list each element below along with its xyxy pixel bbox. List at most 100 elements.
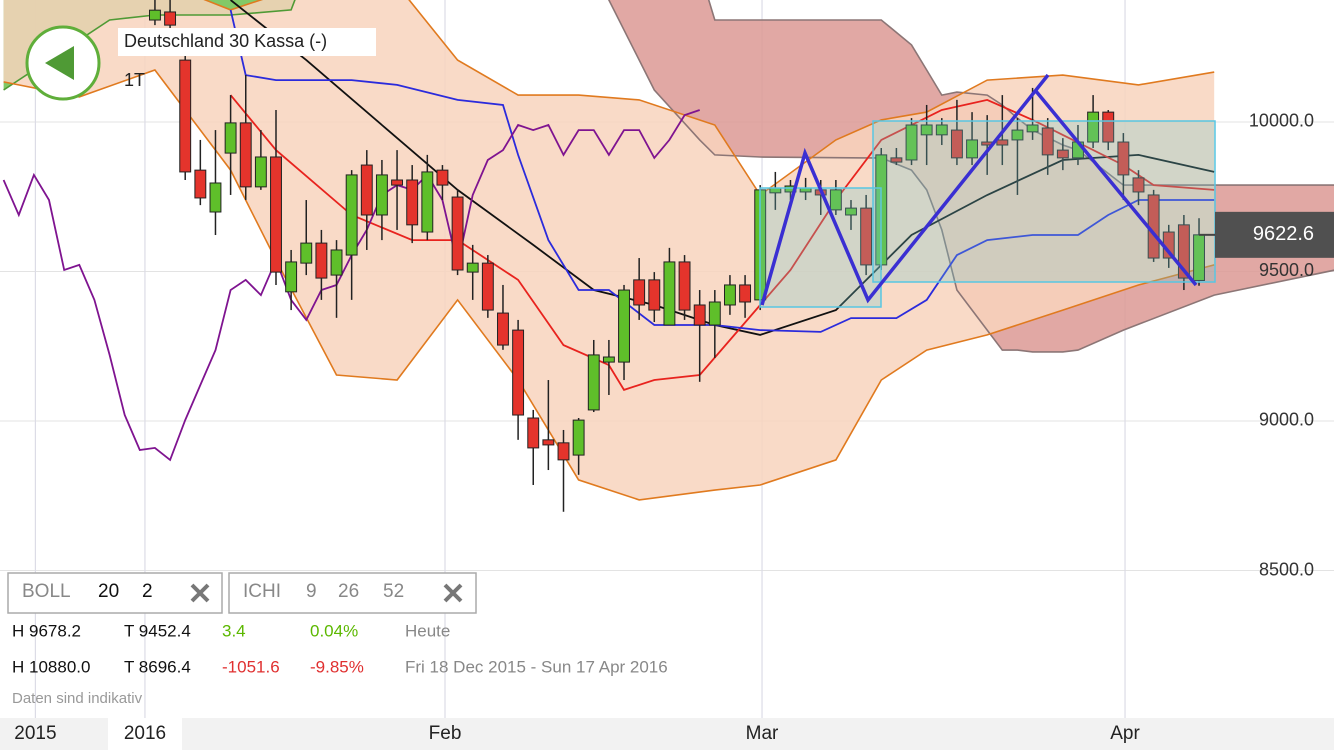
candle-body	[663, 261, 676, 326]
candle-body	[179, 59, 192, 173]
title-box	[118, 28, 376, 56]
candle-body	[391, 179, 403, 186]
candle-body	[224, 122, 237, 154]
indicator-name: ICHI	[243, 581, 281, 602]
candle-body	[1132, 177, 1145, 193]
last-price-box	[1215, 211, 1334, 258]
candle-body	[557, 442, 570, 461]
candle-body	[1177, 224, 1190, 279]
candle-body	[451, 196, 464, 271]
candle-body	[920, 124, 933, 136]
candle-body	[406, 179, 419, 226]
indicator-param: 52	[383, 581, 404, 602]
bollinger-upper	[203, 0, 1215, 197]
indicator-chip[interactable]	[228, 572, 477, 614]
year-highlight	[108, 718, 182, 750]
candle-body	[572, 419, 585, 456]
candle-body	[481, 262, 494, 311]
stat-range: Heute	[405, 621, 450, 640]
indicator-param: 20	[98, 581, 119, 602]
candle-body	[466, 262, 479, 273]
candle-body	[270, 156, 282, 273]
candle-body	[829, 189, 842, 211]
candle-body	[164, 11, 177, 26]
candle-body	[330, 249, 343, 276]
indicator-param: 26	[338, 581, 359, 602]
period: 1T	[124, 70, 145, 90]
candle-body	[209, 182, 222, 213]
cloud-lower	[607, 0, 1334, 353]
candle-body	[1041, 127, 1054, 156]
y-tick-label: 9500.0	[1259, 260, 1314, 280]
stat-low: T 9452.4	[124, 621, 191, 640]
candle-body	[436, 169, 449, 186]
drawings	[759, 73, 1216, 308]
x-axis-bar	[0, 718, 1334, 750]
candle-body	[542, 439, 555, 446]
candle-body	[996, 139, 1009, 146]
candle-body	[149, 9, 161, 21]
stat-change: -1051.6	[222, 657, 280, 676]
candle-body	[724, 284, 736, 306]
trend-line	[1033, 88, 1198, 287]
candle-body	[254, 156, 267, 188]
candle-body	[285, 261, 298, 293]
candle-body	[360, 164, 373, 216]
candle-body	[935, 124, 948, 136]
y-tick-label: 8500.0	[1259, 559, 1314, 579]
candle-body	[1117, 141, 1130, 176]
indicator-chip[interactable]	[7, 572, 223, 614]
candle-body	[587, 354, 600, 411]
stat-low: T 8696.4	[124, 657, 191, 676]
bollinger-lower	[3, 69, 1215, 501]
candle-body	[678, 261, 691, 311]
last-price-label: 9622.6	[1253, 223, 1314, 245]
candle-body	[890, 157, 903, 163]
candle-body	[512, 329, 525, 416]
candle-body	[300, 242, 313, 264]
indicator-param: 9	[306, 581, 317, 602]
candle-body	[1087, 111, 1100, 143]
stat-change: 3.4	[222, 621, 246, 640]
back-icon[interactable]	[45, 46, 74, 80]
candle-body	[860, 207, 873, 266]
candle-body	[966, 139, 979, 159]
candle-body	[905, 124, 918, 161]
stat-change-pct: -9.85%	[310, 657, 364, 676]
candle-body	[739, 284, 752, 303]
candle-body	[602, 356, 615, 363]
candle-body	[633, 279, 646, 306]
indicator-line	[229, 9, 1215, 333]
stat-high: H 10880.0	[12, 657, 90, 676]
candle-body	[950, 129, 963, 159]
candle-body	[527, 417, 540, 449]
disclaimer: Daten sind indikativ	[12, 690, 143, 707]
indicator-name: BOLL	[22, 581, 71, 602]
x-tick-label: Mar	[746, 723, 779, 744]
stat-change-pct: 0.04%	[310, 621, 358, 640]
instrument-title: Deutschland 30 Kassa (-)	[124, 31, 327, 51]
indicator-param: 2	[142, 581, 153, 602]
candle-body	[497, 312, 509, 346]
candle-body	[421, 171, 434, 233]
candle-body	[845, 207, 857, 216]
y-tick-label: 9000.0	[1259, 410, 1314, 430]
stat-high: H 9678.2	[12, 621, 81, 640]
remove-button[interactable]	[190, 583, 210, 603]
candle-body	[618, 289, 630, 363]
zigzag-line	[760, 73, 1050, 306]
candle-body	[648, 279, 661, 311]
ui-layer: Deutschland 30 Kassa (-) 1T BOLL 20 2 IC…	[0, 25, 1334, 750]
candle-body	[693, 304, 706, 326]
candle-body	[1102, 111, 1115, 143]
candle-body	[315, 242, 328, 279]
candle-body	[194, 169, 207, 199]
x-tick-label: 2015	[14, 723, 56, 744]
candle-body	[1011, 129, 1024, 141]
candle-body	[1026, 124, 1039, 133]
stat-range: Fri 18 Dec 2015 - Sun 17 Apr 2016	[405, 657, 668, 676]
remove-button[interactable]	[443, 583, 463, 603]
y-tick-label: 10000.0	[1249, 111, 1314, 131]
